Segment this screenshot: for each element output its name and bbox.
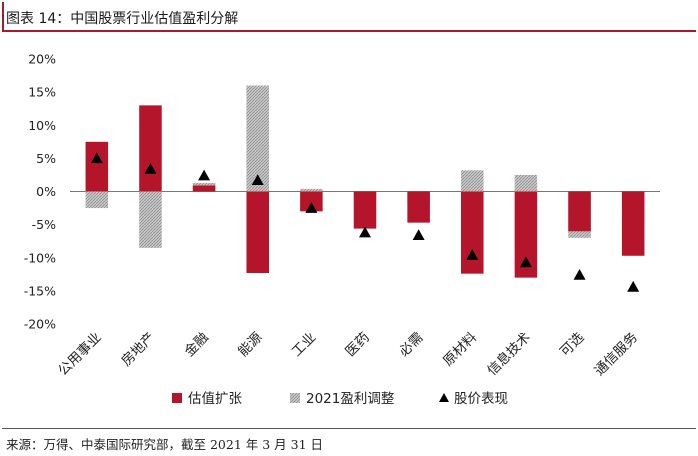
x-category-label: 信息技术 [484,329,534,379]
legend-swatch-earnings [290,393,300,403]
marker-price-performance [627,280,640,292]
legend-label-earnings: 2021盈利调整 [306,391,394,407]
bar-earnings-adjustment [300,188,323,192]
marker-price-performance [90,152,103,164]
y-tick-label: 15% [28,85,56,100]
marker-price-performance [198,169,211,181]
x-category-label: 通信服务 [592,330,641,379]
title-accent-bar [2,2,4,32]
x-category-label: 医药 [342,330,372,360]
marker-price-performance [573,268,586,280]
marker-price-performance [305,202,318,213]
x-category-label: 原材料 [440,329,480,369]
x-category-label: 必需 [396,330,426,360]
bar-valuation-expansion [246,191,269,273]
legend-swatch-valuation [172,393,182,403]
bar-valuation-expansion [568,191,591,232]
bar-earnings-adjustment [85,191,109,209]
bar-earnings-adjustment [139,191,162,248]
y-tick-label: -5% [32,217,56,232]
legend-label-price: 股价表现 [454,391,508,407]
bar-valuation-expansion [85,141,109,192]
marker-price-performance [144,162,157,174]
x-category-label: 公用事业 [55,330,104,379]
x-category-label: 可选 [557,329,588,360]
chart-title: 图表 14：中国股票行业估值盈利分解 [6,11,239,27]
bar-valuation-expansion [461,191,484,274]
y-tick-label: 20% [28,52,56,67]
x-category-label: 金融 [182,329,213,360]
legend-swatch-price [439,393,449,402]
marker-price-performance [466,249,479,260]
bar-valuation-expansion [407,191,430,223]
bar-valuation-expansion [621,191,645,256]
bar-valuation-expansion [353,191,377,229]
x-category-label: 工业 [289,330,319,360]
bar-valuation-expansion [514,191,538,278]
marker-price-performance [519,256,532,268]
source-note: 来源：万得、中泰国际研究部，截至 2021 年 3 月 31 日 [6,437,324,452]
x-category-label: 房地产 [118,330,158,370]
legend-label-valuation: 估值扩张 [188,391,242,407]
y-tick-label: -10% [24,250,56,265]
footer-divider [2,428,696,429]
y-tick-label: -15% [24,283,56,298]
bar-earnings-adjustment [514,174,538,192]
y-tick-label: 0% [36,184,56,199]
marker-price-performance [359,226,371,238]
chart-plot: 20% 15% 10% 5% 0% -5% -10% -15% -20%公用事业 房地产 金融 能源工… [24,52,660,407]
bar-earnings-adjustment [246,85,269,192]
bar-earnings-adjustment [461,170,484,192]
y-tick-label: 10% [28,118,56,133]
bar-valuation-expansion [192,185,216,192]
title-underline [2,30,696,32]
marker-price-performance [251,174,264,186]
marker-price-performance [412,229,425,241]
bar-valuation-expansion [300,191,323,212]
y-tick-label: 5% [36,151,56,166]
x-category-label: 能源 [235,329,266,360]
y-tick-label: -20% [24,317,56,332]
bar-valuation-expansion [139,105,162,192]
